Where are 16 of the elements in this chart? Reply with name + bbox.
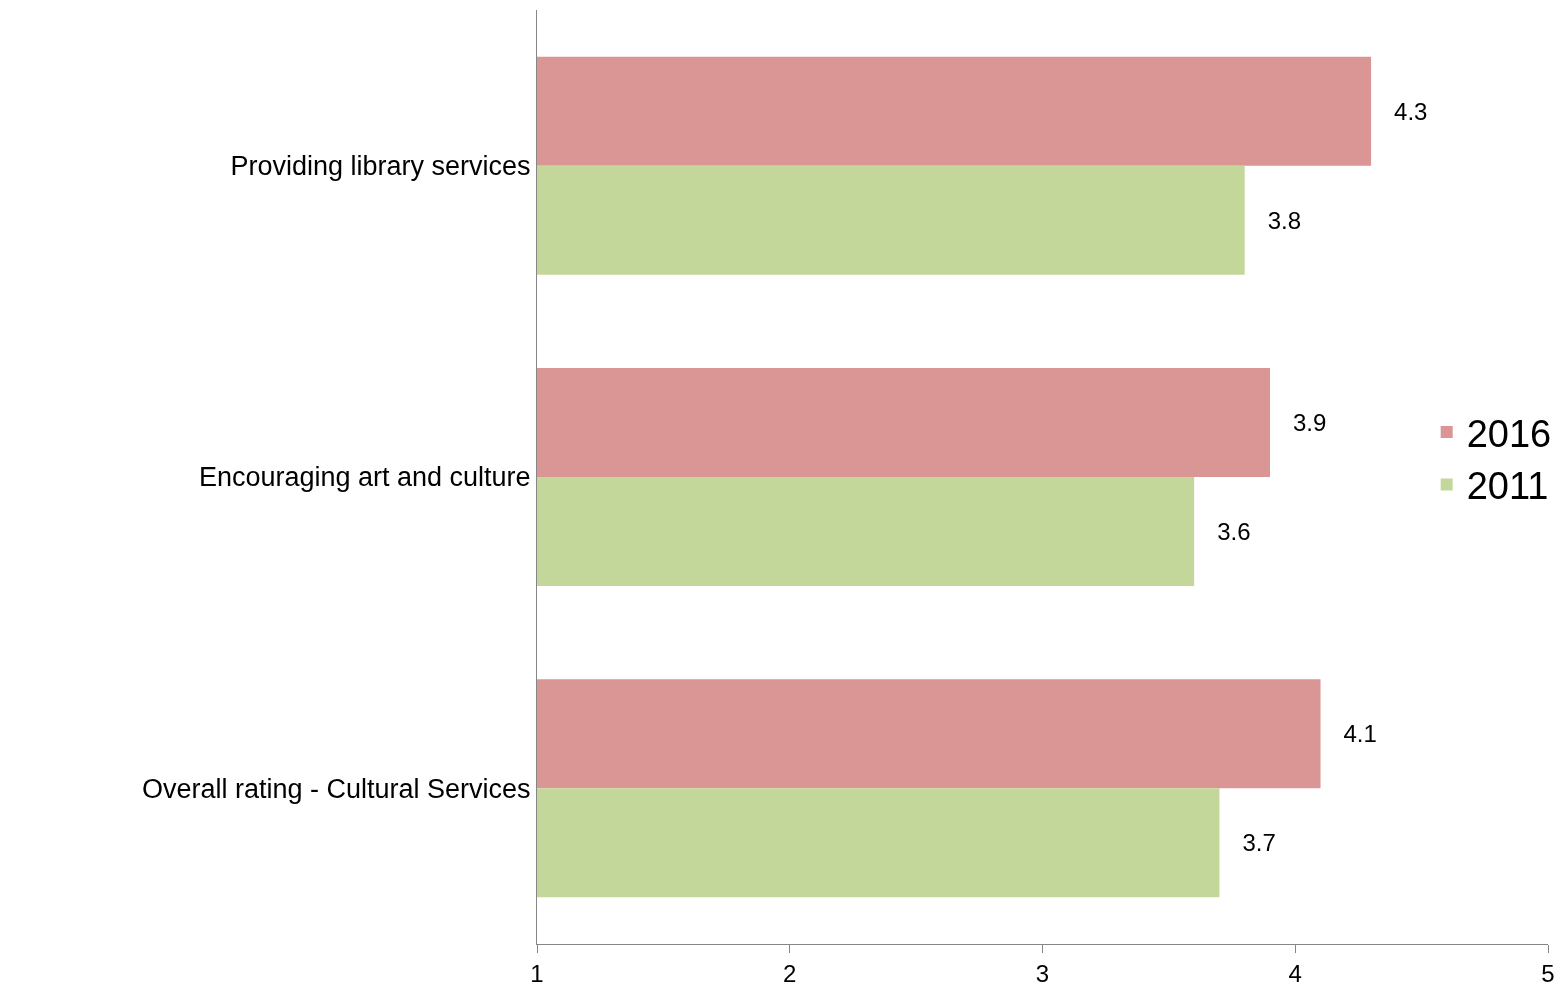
data-label: 3.6 [1197, 517, 1251, 545]
x-tick-label: 2 [783, 959, 797, 987]
x-tick-label: 5 [1541, 959, 1555, 987]
y-tick-label: Overall rating - Cultural Services [141, 773, 531, 804]
y-tick-label: Encouraging art and culture [198, 462, 531, 493]
legend-label: 2011 [1466, 465, 1549, 508]
data-label: 3.8 [1247, 206, 1302, 234]
data-label: 4.1 [1323, 720, 1377, 748]
data-label: 4.3 [1374, 97, 1428, 125]
y-tick-label: Providing library services [230, 151, 531, 182]
x-tick-label: 3 [1035, 959, 1050, 987]
legend-label: 2016 [1466, 412, 1552, 455]
x-tick-label: 1 [530, 959, 544, 987]
data-label: 3.9 [1272, 409, 1327, 437]
data-label: 3.7 [1222, 829, 1276, 857]
x-tick-label: 4 [1288, 959, 1302, 987]
